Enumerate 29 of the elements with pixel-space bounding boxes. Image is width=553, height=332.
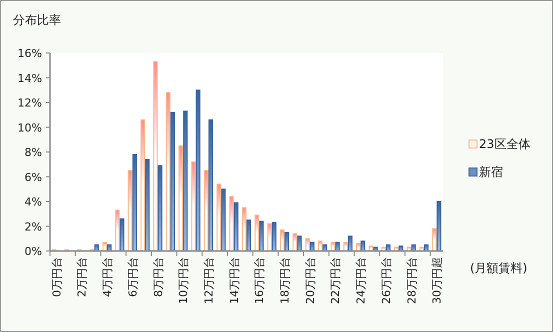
y-tick-label: 8%: [24, 146, 42, 159]
x-tick-label: 14万円台: [228, 257, 241, 304]
x-tick-label: 20万円台: [304, 257, 317, 304]
x-tick-label: 4万円台: [101, 257, 114, 297]
x-tick-label: 2万円台: [76, 257, 89, 297]
legend-label: 23区全体: [479, 137, 530, 151]
x-tick-label: 30万円超: [430, 257, 444, 304]
x-axis-title: (月額賃料): [470, 261, 528, 275]
y-tick-label: 6%: [24, 170, 42, 184]
x-tick-label: 0万円台: [50, 257, 64, 297]
y-axis-title: 分布比率: [13, 13, 61, 27]
y-tick-label: 0%: [24, 245, 42, 258]
y-tick-label: 10%: [18, 121, 42, 134]
y-tick-label: 4%: [24, 196, 42, 208]
y-tick-label: 12%: [18, 96, 42, 110]
y-tick-label: 14%: [18, 72, 42, 85]
x-tick-label: 24万円台: [354, 257, 368, 304]
x-tick-label: 12万円台: [202, 257, 216, 304]
x-tick-label: 26万円台: [380, 257, 393, 304]
legend-label: 新宿: [479, 165, 503, 179]
y-tick-label: 16%: [18, 47, 42, 60]
x-tick-label: 8万円台: [152, 257, 165, 297]
y-tick-label: 2%: [24, 220, 42, 234]
x-tick-label: 18万円台: [278, 257, 292, 304]
x-tick-label: 28万円台: [405, 257, 418, 304]
x-tick-label: 22万円台: [329, 257, 342, 304]
x-tick-label: 10万円台: [177, 257, 190, 304]
x-tick-label: 16万円台: [253, 257, 266, 304]
x-tick-label: 6万円台: [126, 257, 140, 297]
